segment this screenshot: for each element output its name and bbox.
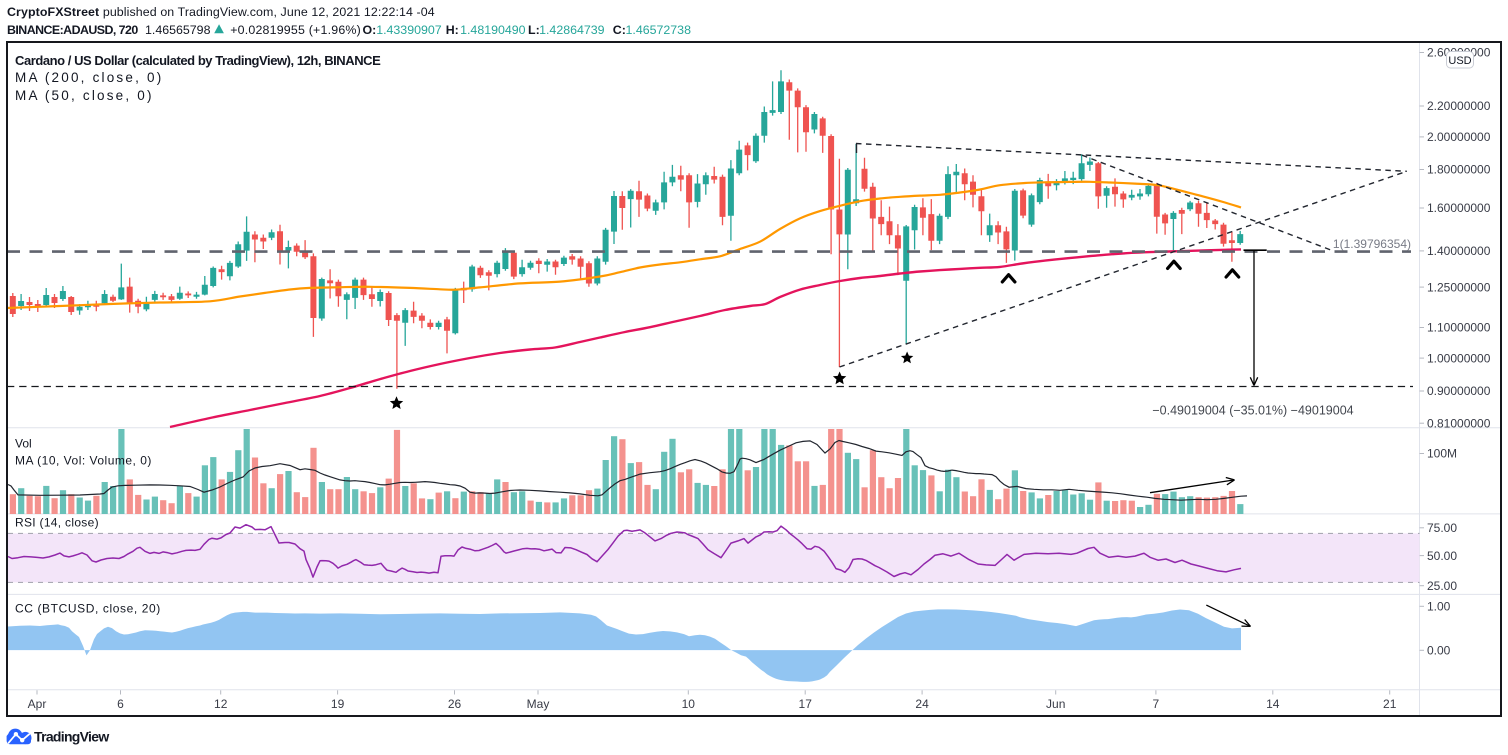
svg-text:CC (BTCUSD, close, 20): CC (BTCUSD, close, 20) (15, 602, 161, 616)
svg-text:TradingView: TradingView (34, 729, 109, 745)
svg-text:−0.49019004 (−35.01%) −4901900: −0.49019004 (−35.01%) −49019004 (1152, 404, 1353, 418)
svg-text:26: 26 (448, 697, 462, 711)
svg-text:MA (10, Vol: Volume, 0): MA (10, Vol: Volume, 0) (15, 454, 152, 468)
svg-text:BINANCE:ADAUSD, 720: BINANCE:ADAUSD, 720 (7, 23, 138, 37)
svg-text:O:: O: (363, 23, 377, 37)
svg-text:1.80000000: 1.80000000 (1427, 163, 1491, 177)
svg-text:7: 7 (1153, 697, 1160, 711)
svg-text:1.25000000: 1.25000000 (1427, 280, 1491, 294)
svg-text:19: 19 (331, 697, 345, 711)
svg-text:CryptoFXStreet published on Tr: CryptoFXStreet published on TradingView.… (7, 5, 435, 19)
svg-text:Vol: Vol (15, 437, 32, 451)
svg-text:1.46565798: 1.46565798 (145, 23, 211, 37)
svg-text:6: 6 (117, 697, 124, 711)
svg-text:May: May (527, 697, 550, 711)
svg-text:1.43390907: 1.43390907 (376, 23, 442, 37)
svg-text:2.20000000: 2.20000000 (1427, 99, 1491, 113)
svg-text:25.00: 25.00 (1427, 579, 1457, 593)
svg-text:50.00: 50.00 (1427, 549, 1457, 563)
svg-text:1.42864739: 1.42864739 (539, 23, 605, 37)
svg-text:24: 24 (915, 697, 929, 711)
svg-text:C:: C: (613, 23, 626, 37)
svg-text:Jun: Jun (1046, 697, 1065, 711)
svg-text:17: 17 (799, 697, 813, 711)
svg-text:0.90000000: 0.90000000 (1427, 384, 1491, 398)
svg-text:L:: L: (528, 23, 540, 37)
svg-text:1.46572738: 1.46572738 (626, 23, 692, 37)
svg-text:14: 14 (1266, 697, 1280, 711)
svg-text:12: 12 (214, 697, 228, 711)
svg-text:10: 10 (682, 697, 696, 711)
svg-text:Cardano / US Dollar (calculate: Cardano / US Dollar (calculated by Tradi… (15, 53, 381, 68)
svg-text:USD: USD (1448, 55, 1471, 67)
svg-text:1(1.39796354): 1(1.39796354) (1333, 237, 1411, 251)
svg-text:+0.02819955 (+1.96%): +0.02819955 (+1.96%) (230, 23, 361, 37)
svg-text:1.48190490: 1.48190490 (460, 23, 526, 37)
svg-text:1.00: 1.00 (1427, 600, 1451, 614)
svg-text:MA (50, close, 0): MA (50, close, 0) (15, 88, 154, 103)
svg-text:RSI (14, close): RSI (14, close) (15, 516, 99, 530)
svg-text:21: 21 (1383, 697, 1397, 711)
svg-text:1.40000000: 1.40000000 (1427, 244, 1491, 258)
svg-text:2.00000000: 2.00000000 (1427, 130, 1491, 144)
svg-text:MA (200, close, 0): MA (200, close, 0) (15, 70, 163, 85)
svg-text:0.00: 0.00 (1427, 644, 1451, 658)
svg-text:0.81000000: 0.81000000 (1427, 416, 1491, 430)
svg-text:1.60000000: 1.60000000 (1427, 201, 1491, 215)
svg-text:75.00: 75.00 (1427, 521, 1457, 535)
svg-text:1.10000000: 1.10000000 (1427, 321, 1491, 335)
svg-text:1.00000000: 1.00000000 (1427, 351, 1491, 365)
svg-text:100M: 100M (1427, 447, 1457, 461)
svg-text:H:: H: (446, 23, 459, 37)
svg-text:Apr: Apr (28, 697, 47, 711)
